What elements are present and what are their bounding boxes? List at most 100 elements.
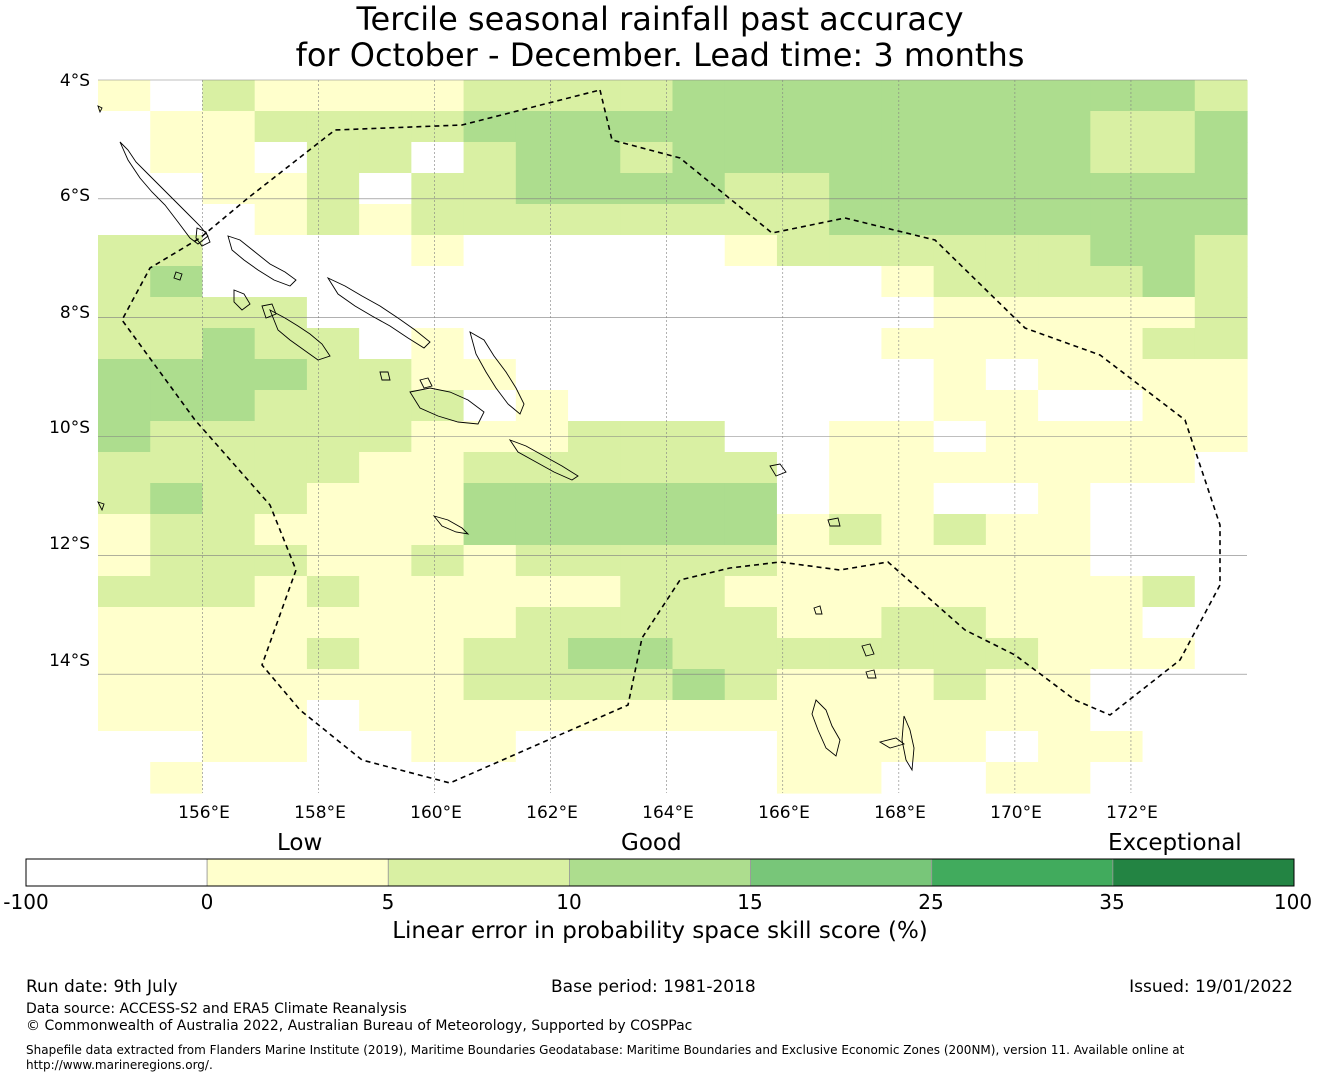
skill-cell: [515, 142, 569, 174]
skill-cell: [829, 390, 883, 422]
skill-cell: [1142, 669, 1196, 701]
skill-cell: [776, 607, 830, 639]
skill-cell: [411, 576, 465, 608]
skill-cell: [672, 514, 726, 546]
skill-cell: [724, 266, 778, 298]
skill-cell: [306, 452, 360, 484]
skill-cell: [881, 266, 935, 298]
skill-cell: [568, 359, 621, 391]
skill-cell: [933, 390, 987, 422]
skill-cell: [254, 266, 308, 298]
skill-cell: [150, 80, 204, 112]
skill-cell: [985, 142, 1039, 174]
colorbar-tick: 5: [381, 890, 395, 914]
skill-cell: [1142, 514, 1196, 546]
skill-cell: [776, 390, 830, 422]
skill-cell: [1142, 731, 1196, 763]
copyright: © Commonwealth of Australia 2022, Austra…: [26, 1018, 693, 1034]
skill-cell: [359, 452, 412, 484]
skill-cell: [306, 483, 360, 515]
skill-cell: [672, 235, 726, 267]
skill-cell: [1038, 607, 1091, 639]
skill-cell: [411, 607, 465, 639]
skill-cell: [306, 576, 360, 608]
skill-cell: [620, 452, 674, 484]
skill-cell: [672, 80, 726, 112]
skill-cell: [933, 731, 987, 763]
skill-cell: [620, 359, 674, 391]
skill-cell: [463, 111, 517, 143]
skill-cell: [672, 731, 726, 763]
skill-cell: [254, 142, 308, 174]
skill-cell: [463, 669, 517, 701]
skill-cell: [306, 359, 360, 391]
skill-cell: [933, 483, 987, 515]
skill-cell: [1090, 111, 1144, 143]
skill-cell: [672, 359, 726, 391]
skill-cell: [202, 204, 256, 236]
skill-cell: [515, 173, 569, 205]
skill-cell: [254, 297, 308, 329]
skill-cell: [1090, 266, 1144, 298]
skill-cell: [515, 235, 569, 267]
skill-cell: [98, 359, 151, 391]
skill-cell: [985, 483, 1039, 515]
lon-label-162e: 162°E: [526, 803, 578, 823]
skill-cell: [1038, 452, 1091, 484]
skill-cell: [411, 669, 465, 701]
skill-cell: [254, 731, 308, 763]
chart-title-line1: Tercile seasonal rainfall past accuracy: [356, 0, 964, 38]
skill-cell: [411, 142, 465, 174]
skill-cell: [881, 638, 935, 670]
skill-cell: [98, 80, 151, 112]
skill-cell: [985, 328, 1039, 360]
colorbar-word-exceptional: Exceptional: [1108, 830, 1242, 856]
skill-cell: [463, 638, 517, 670]
skill-cell: [724, 607, 778, 639]
skill-cell: [463, 483, 517, 515]
skill-cell: [411, 266, 465, 298]
skill-cell: [306, 700, 360, 732]
skill-cell: [985, 390, 1039, 422]
skill-cell: [98, 700, 151, 732]
skill-cell: [724, 390, 778, 422]
skill-cell: [933, 576, 987, 608]
skill-cell: [1090, 452, 1144, 484]
skill-cell: [411, 328, 465, 360]
skill-cell: [515, 80, 569, 112]
skill-cell: [463, 607, 517, 639]
skill-cell: [568, 111, 621, 143]
skill-cell: [515, 669, 569, 701]
skill-cell: [1038, 142, 1091, 174]
skill-cell: [672, 669, 726, 701]
skill-cell: [306, 731, 360, 763]
skill-cell: [306, 390, 360, 422]
skill-cell: [620, 235, 674, 267]
skill-cell: [1038, 576, 1091, 608]
skill-cell: [150, 328, 204, 360]
skill-cell: [568, 762, 621, 794]
skill-cell: [776, 111, 830, 143]
skill-cell: [724, 762, 778, 794]
skill-cell: [254, 390, 308, 422]
skill-cell: [829, 576, 883, 608]
lon-label-156e: 156°E: [178, 803, 230, 823]
skill-cell: [202, 576, 256, 608]
skill-cell: [933, 266, 987, 298]
skill-cell: [881, 328, 935, 360]
skill-cell: [933, 669, 987, 701]
skill-cell: [933, 514, 987, 546]
skill-cell: [568, 142, 621, 174]
skill-cell: [463, 204, 517, 236]
skill-cell: [515, 576, 569, 608]
skill-cell: [776, 669, 830, 701]
skill-cell: [1194, 142, 1248, 174]
skill-cell: [776, 514, 830, 546]
skill-cell: [150, 731, 204, 763]
skill-cell: [359, 359, 412, 391]
skill-cell: [98, 483, 151, 515]
colorbar-tick: 0: [200, 890, 214, 914]
skill-cell: [463, 297, 517, 329]
skill-cell: [1142, 142, 1196, 174]
skill-cell: [933, 297, 987, 329]
